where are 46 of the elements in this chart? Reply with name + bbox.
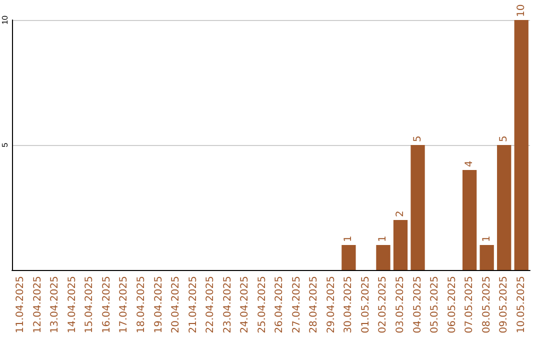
x-tick-label: 08.05.2025: [481, 276, 492, 334]
x-tick-label: 07.05.2025: [464, 276, 476, 334]
bar: [393, 220, 408, 270]
bar: [480, 245, 494, 270]
x-tick-label: 26.04.2025: [274, 276, 286, 334]
x-tick-label: 06.05.2025: [446, 276, 458, 334]
data-label: 4: [464, 160, 476, 167]
x-tick-label: 10.05.2025: [516, 276, 527, 334]
data-label: 2: [395, 210, 406, 217]
x-tick-label: 13.04.2025: [50, 276, 61, 334]
x-tick-label: 18.04.2025: [136, 276, 147, 334]
bar: [514, 20, 528, 270]
x-tick-label: 05.05.2025: [430, 276, 441, 334]
x-tick-label: 14.04.2025: [66, 276, 78, 334]
bar: [342, 245, 356, 270]
x-tick-label: 15.04.2025: [84, 276, 96, 334]
data-label: 5: [412, 136, 424, 142]
data-label: 1: [378, 236, 389, 242]
x-tick-label: 03.05.2025: [395, 276, 406, 334]
x-tick-label: 16.04.2025: [101, 276, 112, 334]
x-tick-label: 19.04.2025: [153, 276, 164, 334]
x-tick-label: 02.05.2025: [378, 276, 389, 334]
bar: [410, 145, 425, 270]
x-tick-label: 30.04.2025: [343, 276, 354, 334]
x-tick-label: 29.04.2025: [326, 276, 337, 334]
bar: [376, 245, 390, 270]
x-tick-label: 25.04.2025: [256, 276, 268, 334]
x-tick-label: 09.05.2025: [498, 276, 510, 334]
x-tick-label: 04.05.2025: [412, 276, 424, 334]
x-tick-label: 17.04.2025: [118, 276, 130, 334]
x-tick-label: 22.04.2025: [205, 276, 216, 334]
data-label: 10: [516, 4, 527, 17]
bar: [462, 170, 477, 270]
data-label: 1: [481, 236, 492, 242]
x-tick-label: 21.04.2025: [188, 276, 199, 334]
x-tick-label: 20.04.2025: [170, 276, 182, 334]
bar: [497, 145, 512, 270]
x-tick-label: 27.04.2025: [291, 276, 302, 334]
x-tick-label: 12.04.2025: [32, 276, 44, 334]
x-tick-label: 23.04.2025: [222, 276, 234, 334]
x-tick-label: 28.04.2025: [308, 276, 320, 334]
data-label: 1: [343, 236, 354, 242]
x-tick-label: 24.04.2025: [240, 276, 251, 334]
x-tick-label: 01.05.2025: [360, 276, 372, 334]
data-label: 5: [498, 136, 510, 142]
x-tick-label: 11.04.2025: [15, 276, 26, 334]
